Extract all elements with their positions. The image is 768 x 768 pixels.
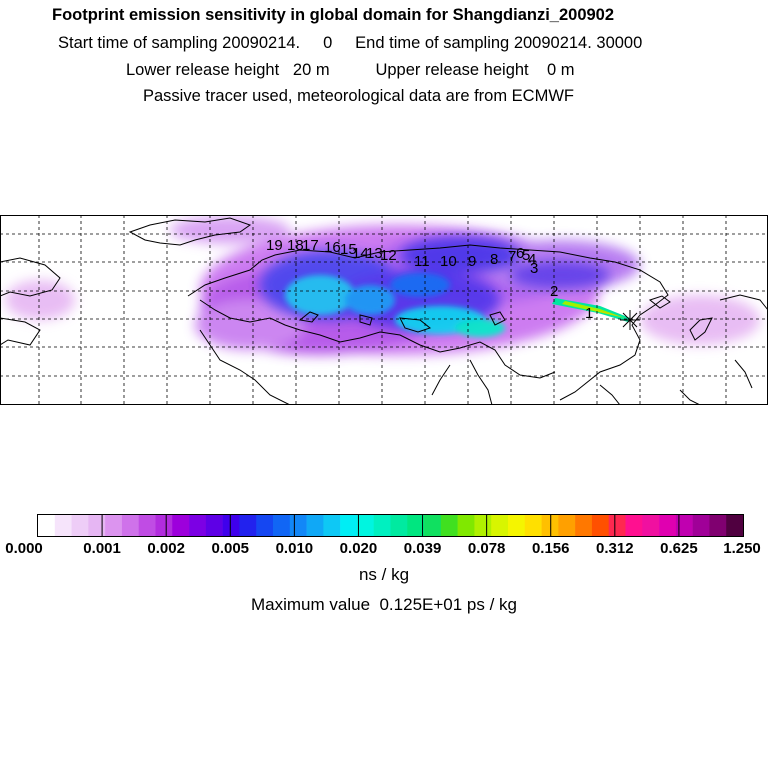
tracer-info: Passive tracer used, meteorological data…	[143, 87, 574, 105]
trajectory-label: 13	[366, 245, 383, 262]
colorbar-units: ns / kg	[358, 565, 410, 584]
colorbar-tick-label: 0.312	[596, 540, 634, 557]
colorbar-swatch	[273, 515, 291, 536]
colorbar-swatch	[424, 515, 442, 536]
trajectory-label: 7	[508, 248, 516, 265]
trajectory-label: 8	[490, 251, 498, 268]
colorbar-swatch	[508, 515, 526, 536]
trajectory-label: 14	[352, 245, 369, 262]
colorbar-swatch	[726, 515, 744, 536]
colorbar-swatch	[356, 515, 375, 536]
sampling-times: Start time of sampling 20090214. 0 End t…	[58, 34, 643, 52]
colorbar-tick-label: 1.250	[723, 540, 761, 557]
colorbar-tick-label: 0.020	[339, 540, 378, 557]
colorbar-swatch	[558, 515, 576, 536]
colorbar-swatch	[189, 515, 207, 536]
colorbar-swatch	[105, 515, 123, 536]
colorbar-tick-label: 0.078	[467, 540, 506, 557]
colorbar-swatch	[608, 515, 626, 536]
colorbar-swatch	[54, 515, 72, 536]
graticule	[0, 215, 768, 405]
trajectory-label: 12	[380, 247, 397, 264]
coastlines	[0, 217, 768, 405]
colorbar-tick-label: 0.156	[531, 540, 570, 557]
trajectory-label: 6	[516, 245, 524, 262]
colorbar-swatch	[138, 515, 156, 536]
receptor-star-icon	[620, 310, 640, 330]
colorbar-swatch	[642, 515, 660, 536]
colorbar-swatch	[155, 515, 173, 536]
colorbar-swatch	[71, 515, 89, 536]
trajectory-label: 2	[550, 283, 558, 300]
colorbar-swatch	[172, 515, 190, 536]
colorbar-tick-label: 0.039	[403, 540, 442, 557]
colorbar-swatch	[340, 515, 358, 536]
colorbar-tick-label: 0.000	[5, 540, 43, 557]
colorbar-frame	[37, 514, 744, 537]
colorbar-swatch	[709, 515, 727, 536]
colorbar	[38, 515, 744, 536]
trajectory-label: 18	[287, 237, 304, 254]
colorbar-swatch	[289, 515, 307, 536]
colorbar-swatch	[205, 515, 223, 536]
colorbar-swatch	[239, 515, 257, 536]
colorbar-swatch	[474, 515, 492, 536]
colorbar-swatch	[373, 515, 391, 536]
colorbar-swatch	[306, 515, 324, 536]
max-value-note: Maximum value 0.125E+01 ps / kg	[251, 595, 517, 614]
colorbar-swatch	[524, 515, 542, 536]
colorbar-swatch	[88, 515, 106, 536]
plot-title: Footprint emission sensitivity in global…	[52, 6, 615, 24]
colorbar-swatch	[457, 515, 475, 536]
colorbar-swatch	[692, 515, 710, 536]
colorbar-swatch	[591, 515, 610, 536]
colorbar-swatch	[659, 515, 677, 536]
colorbar-tick-label: 0.625	[660, 540, 698, 557]
colorbar-swatch	[407, 515, 425, 536]
trajectory-label: 9	[468, 253, 476, 270]
colorbar-tick-label: 0.002	[147, 540, 185, 557]
trajectory-label: 16	[324, 239, 341, 256]
colorbar-swatch	[491, 515, 509, 536]
colorbar-swatch	[390, 515, 408, 536]
colorbar-swatch	[575, 515, 593, 536]
colorbar-swatch	[222, 515, 240, 536]
colorbar-tick-label: 0.005	[211, 540, 250, 557]
colorbar-swatch	[323, 515, 341, 536]
trajectory-label: 15	[340, 241, 357, 258]
colorbar-swatch	[541, 515, 559, 536]
colorbar-swatch	[121, 515, 140, 536]
trajectory-label: 4	[528, 251, 536, 268]
colorbar-swatch	[38, 515, 56, 536]
colorbar-tick-label: 0.001	[83, 540, 121, 557]
trajectory-label: 1	[585, 305, 593, 322]
trajectory-label: 10	[440, 253, 457, 270]
trajectory-label: 5	[522, 247, 530, 264]
colorbar-swatch	[256, 515, 274, 536]
release-heights: Lower release height 20 m Upper release …	[126, 61, 575, 79]
colorbar-swatch	[440, 515, 458, 536]
colorbar-swatch	[675, 515, 693, 536]
colorbar-swatch	[625, 515, 643, 536]
colorbar-tick-label: 0.010	[275, 540, 314, 557]
trajectory-label: 19	[266, 237, 283, 254]
trajectory-label: 11	[414, 253, 430, 270]
trajectory-label: 3	[530, 260, 538, 277]
trajectory-label: 17	[302, 237, 319, 254]
